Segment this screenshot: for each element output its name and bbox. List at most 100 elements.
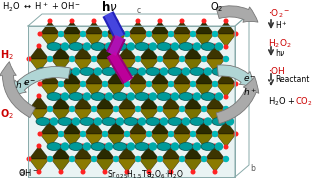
Circle shape [126,132,130,136]
Text: $\cdot$O$_2$$^-$: $\cdot$O$_2$$^-$ [268,7,290,19]
Circle shape [157,57,161,61]
Circle shape [202,69,206,73]
Polygon shape [161,109,181,122]
Circle shape [227,68,233,75]
Polygon shape [194,34,214,47]
Circle shape [213,70,217,74]
Ellipse shape [69,92,83,101]
Circle shape [158,106,162,112]
Circle shape [223,107,227,111]
Polygon shape [84,121,104,134]
Circle shape [113,57,117,61]
Circle shape [224,19,228,23]
Circle shape [136,119,140,123]
Polygon shape [73,159,93,172]
Circle shape [103,144,107,148]
Circle shape [48,69,52,73]
Circle shape [70,19,74,23]
Circle shape [201,107,205,111]
Polygon shape [128,71,148,84]
Text: c: c [136,6,140,15]
Circle shape [49,157,53,161]
Circle shape [213,144,217,148]
Polygon shape [139,46,159,59]
Circle shape [124,132,128,136]
Circle shape [124,82,128,86]
Circle shape [214,132,218,136]
Circle shape [224,69,228,73]
Circle shape [27,57,31,61]
Polygon shape [40,71,60,84]
Ellipse shape [69,43,83,50]
Circle shape [224,106,228,112]
Ellipse shape [157,92,171,101]
Circle shape [91,57,95,61]
Circle shape [102,81,108,87]
Polygon shape [161,159,181,172]
Polygon shape [117,146,137,159]
Polygon shape [139,159,159,172]
Circle shape [223,157,227,161]
Polygon shape [95,96,115,109]
Polygon shape [205,46,225,59]
Polygon shape [205,59,225,72]
Circle shape [114,145,118,149]
Circle shape [127,143,135,150]
Polygon shape [51,159,71,172]
Circle shape [60,132,64,136]
Circle shape [170,82,174,86]
Circle shape [159,157,163,161]
Polygon shape [216,21,236,34]
Circle shape [92,57,97,61]
Circle shape [170,32,174,36]
Circle shape [213,170,217,174]
Ellipse shape [91,92,105,101]
Circle shape [158,57,162,61]
Circle shape [148,132,152,136]
Circle shape [138,68,146,75]
Circle shape [113,107,117,111]
Ellipse shape [113,43,127,50]
Circle shape [191,170,195,174]
Circle shape [224,156,228,161]
Polygon shape [29,109,49,122]
Polygon shape [216,134,236,147]
Polygon shape [117,159,137,172]
Circle shape [80,82,84,86]
Circle shape [192,82,196,86]
Circle shape [158,119,162,123]
Text: H$^+$: H$^+$ [275,19,288,31]
Text: h$\nu$: h$\nu$ [275,46,286,57]
Ellipse shape [212,118,226,125]
Circle shape [48,119,52,123]
Polygon shape [62,134,82,147]
Ellipse shape [179,143,193,150]
Ellipse shape [58,67,72,75]
Circle shape [202,119,206,123]
Polygon shape [28,26,235,177]
Polygon shape [183,96,203,109]
Circle shape [50,118,58,125]
Ellipse shape [179,92,193,101]
Polygon shape [172,134,192,147]
Text: OH$^-$: OH$^-$ [18,167,38,178]
Circle shape [169,170,173,174]
Polygon shape [40,34,60,47]
Circle shape [70,57,74,61]
Ellipse shape [201,43,215,50]
Circle shape [190,132,194,136]
Circle shape [147,44,151,48]
Circle shape [147,32,151,36]
Polygon shape [73,146,93,159]
Ellipse shape [91,43,105,50]
Circle shape [115,157,119,161]
Circle shape [70,145,74,149]
Circle shape [69,157,73,161]
Ellipse shape [36,118,50,125]
Circle shape [50,68,58,75]
Circle shape [202,145,206,149]
Circle shape [70,106,74,112]
Circle shape [113,106,119,112]
Circle shape [27,107,31,111]
Circle shape [150,43,157,50]
